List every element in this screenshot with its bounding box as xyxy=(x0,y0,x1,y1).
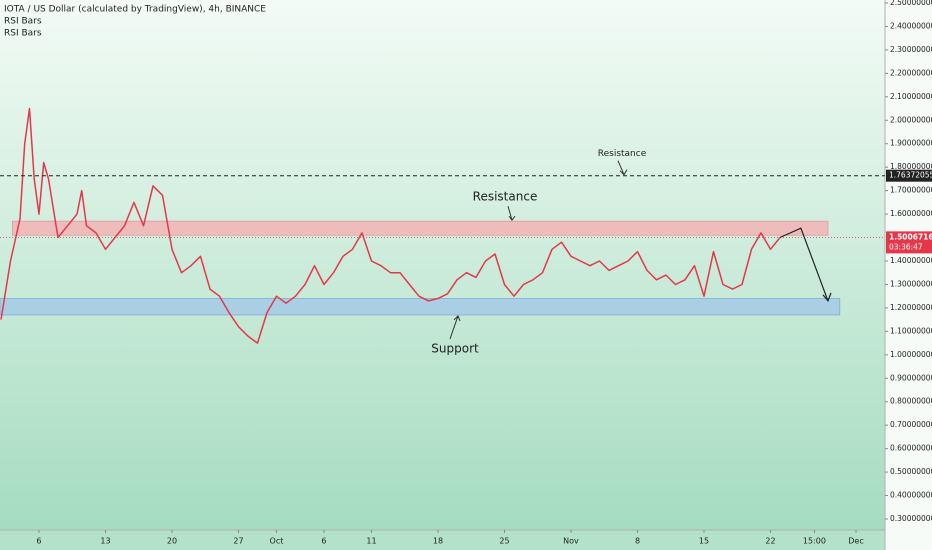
y-tick-label: 1.40000000 xyxy=(890,256,932,265)
level-arrow xyxy=(617,160,628,176)
y-tick-label: 2.00000000 xyxy=(890,115,932,124)
x-tick-label: Nov xyxy=(563,537,579,546)
zone-arrow xyxy=(449,315,461,340)
y-tick-label: 1.90000000 xyxy=(890,139,932,148)
plot-background xyxy=(0,0,885,530)
y-tick-label: 0.90000000 xyxy=(890,373,932,382)
x-tick-label: Oct xyxy=(270,537,284,546)
y-tick-label: 1.20000000 xyxy=(890,303,932,312)
x-tick-label: 15:00 xyxy=(803,537,826,546)
x-tick-label: 11 xyxy=(366,537,376,546)
x-tick-label: 18 xyxy=(433,537,443,546)
x-tick-label: 6 xyxy=(321,537,326,546)
zone-annotation: Support xyxy=(431,341,479,355)
y-tick-label: 2.50000000 xyxy=(890,0,932,7)
x-tick-label: 27 xyxy=(233,537,243,546)
time-axis-panel xyxy=(0,530,885,550)
y-tick-label: 2.10000000 xyxy=(890,92,932,101)
y-tick-label: 0.70000000 xyxy=(890,420,932,429)
y-tick-label: 1.10000000 xyxy=(890,326,932,335)
zone-annotation: Resistance xyxy=(473,190,538,204)
zone-arrow xyxy=(507,205,516,221)
level-price-label: 1.76372055 xyxy=(889,171,932,180)
x-tick-label: 13 xyxy=(100,537,110,546)
y-tick-label: 0.80000000 xyxy=(890,397,932,406)
chart-title: IOTA / US Dollar (calculated by TradingV… xyxy=(4,5,266,15)
x-tick-label: Dec xyxy=(848,537,863,546)
y-tick-label: 1.70000000 xyxy=(890,186,932,195)
level-annotation: Resistance xyxy=(598,149,647,159)
zone xyxy=(12,220,829,236)
x-tick-label: 25 xyxy=(499,537,509,546)
y-tick-label: 1.30000000 xyxy=(890,279,932,288)
indicator-label: RSI Bars xyxy=(4,17,42,27)
x-tick-label: 6 xyxy=(36,537,41,546)
price-axis-panel xyxy=(885,0,932,550)
price-line xyxy=(0,107,781,344)
current-price-box xyxy=(886,231,932,254)
y-tick-label: 2.40000000 xyxy=(890,21,932,30)
x-tick-label: 20 xyxy=(167,537,177,546)
projection-line xyxy=(779,227,829,302)
current-price-label: 1.50067163 xyxy=(889,232,932,241)
y-tick-label: 1.00000000 xyxy=(890,350,932,359)
y-tick-label: 1.60000000 xyxy=(890,209,932,218)
y-tick-label: 0.40000000 xyxy=(890,491,932,500)
zone xyxy=(0,298,841,316)
countdown-label: 03:36:47 xyxy=(889,242,923,251)
y-tick-label: 0.60000000 xyxy=(890,444,932,453)
x-tick-label: 15 xyxy=(699,537,709,546)
x-tick-label: 22 xyxy=(765,537,775,546)
projection-arrowhead xyxy=(822,292,832,303)
level-price-box xyxy=(886,169,932,182)
y-tick-label: 2.20000000 xyxy=(890,68,932,77)
y-tick-label: 0.50000000 xyxy=(890,467,932,476)
y-tick-label: 2.30000000 xyxy=(890,45,932,54)
y-tick-label: 1.80000000 xyxy=(890,162,932,171)
indicator-label: RSI Bars xyxy=(4,29,42,39)
x-tick-label: 8 xyxy=(635,537,640,546)
y-tick-label: 0.30000000 xyxy=(890,514,932,523)
